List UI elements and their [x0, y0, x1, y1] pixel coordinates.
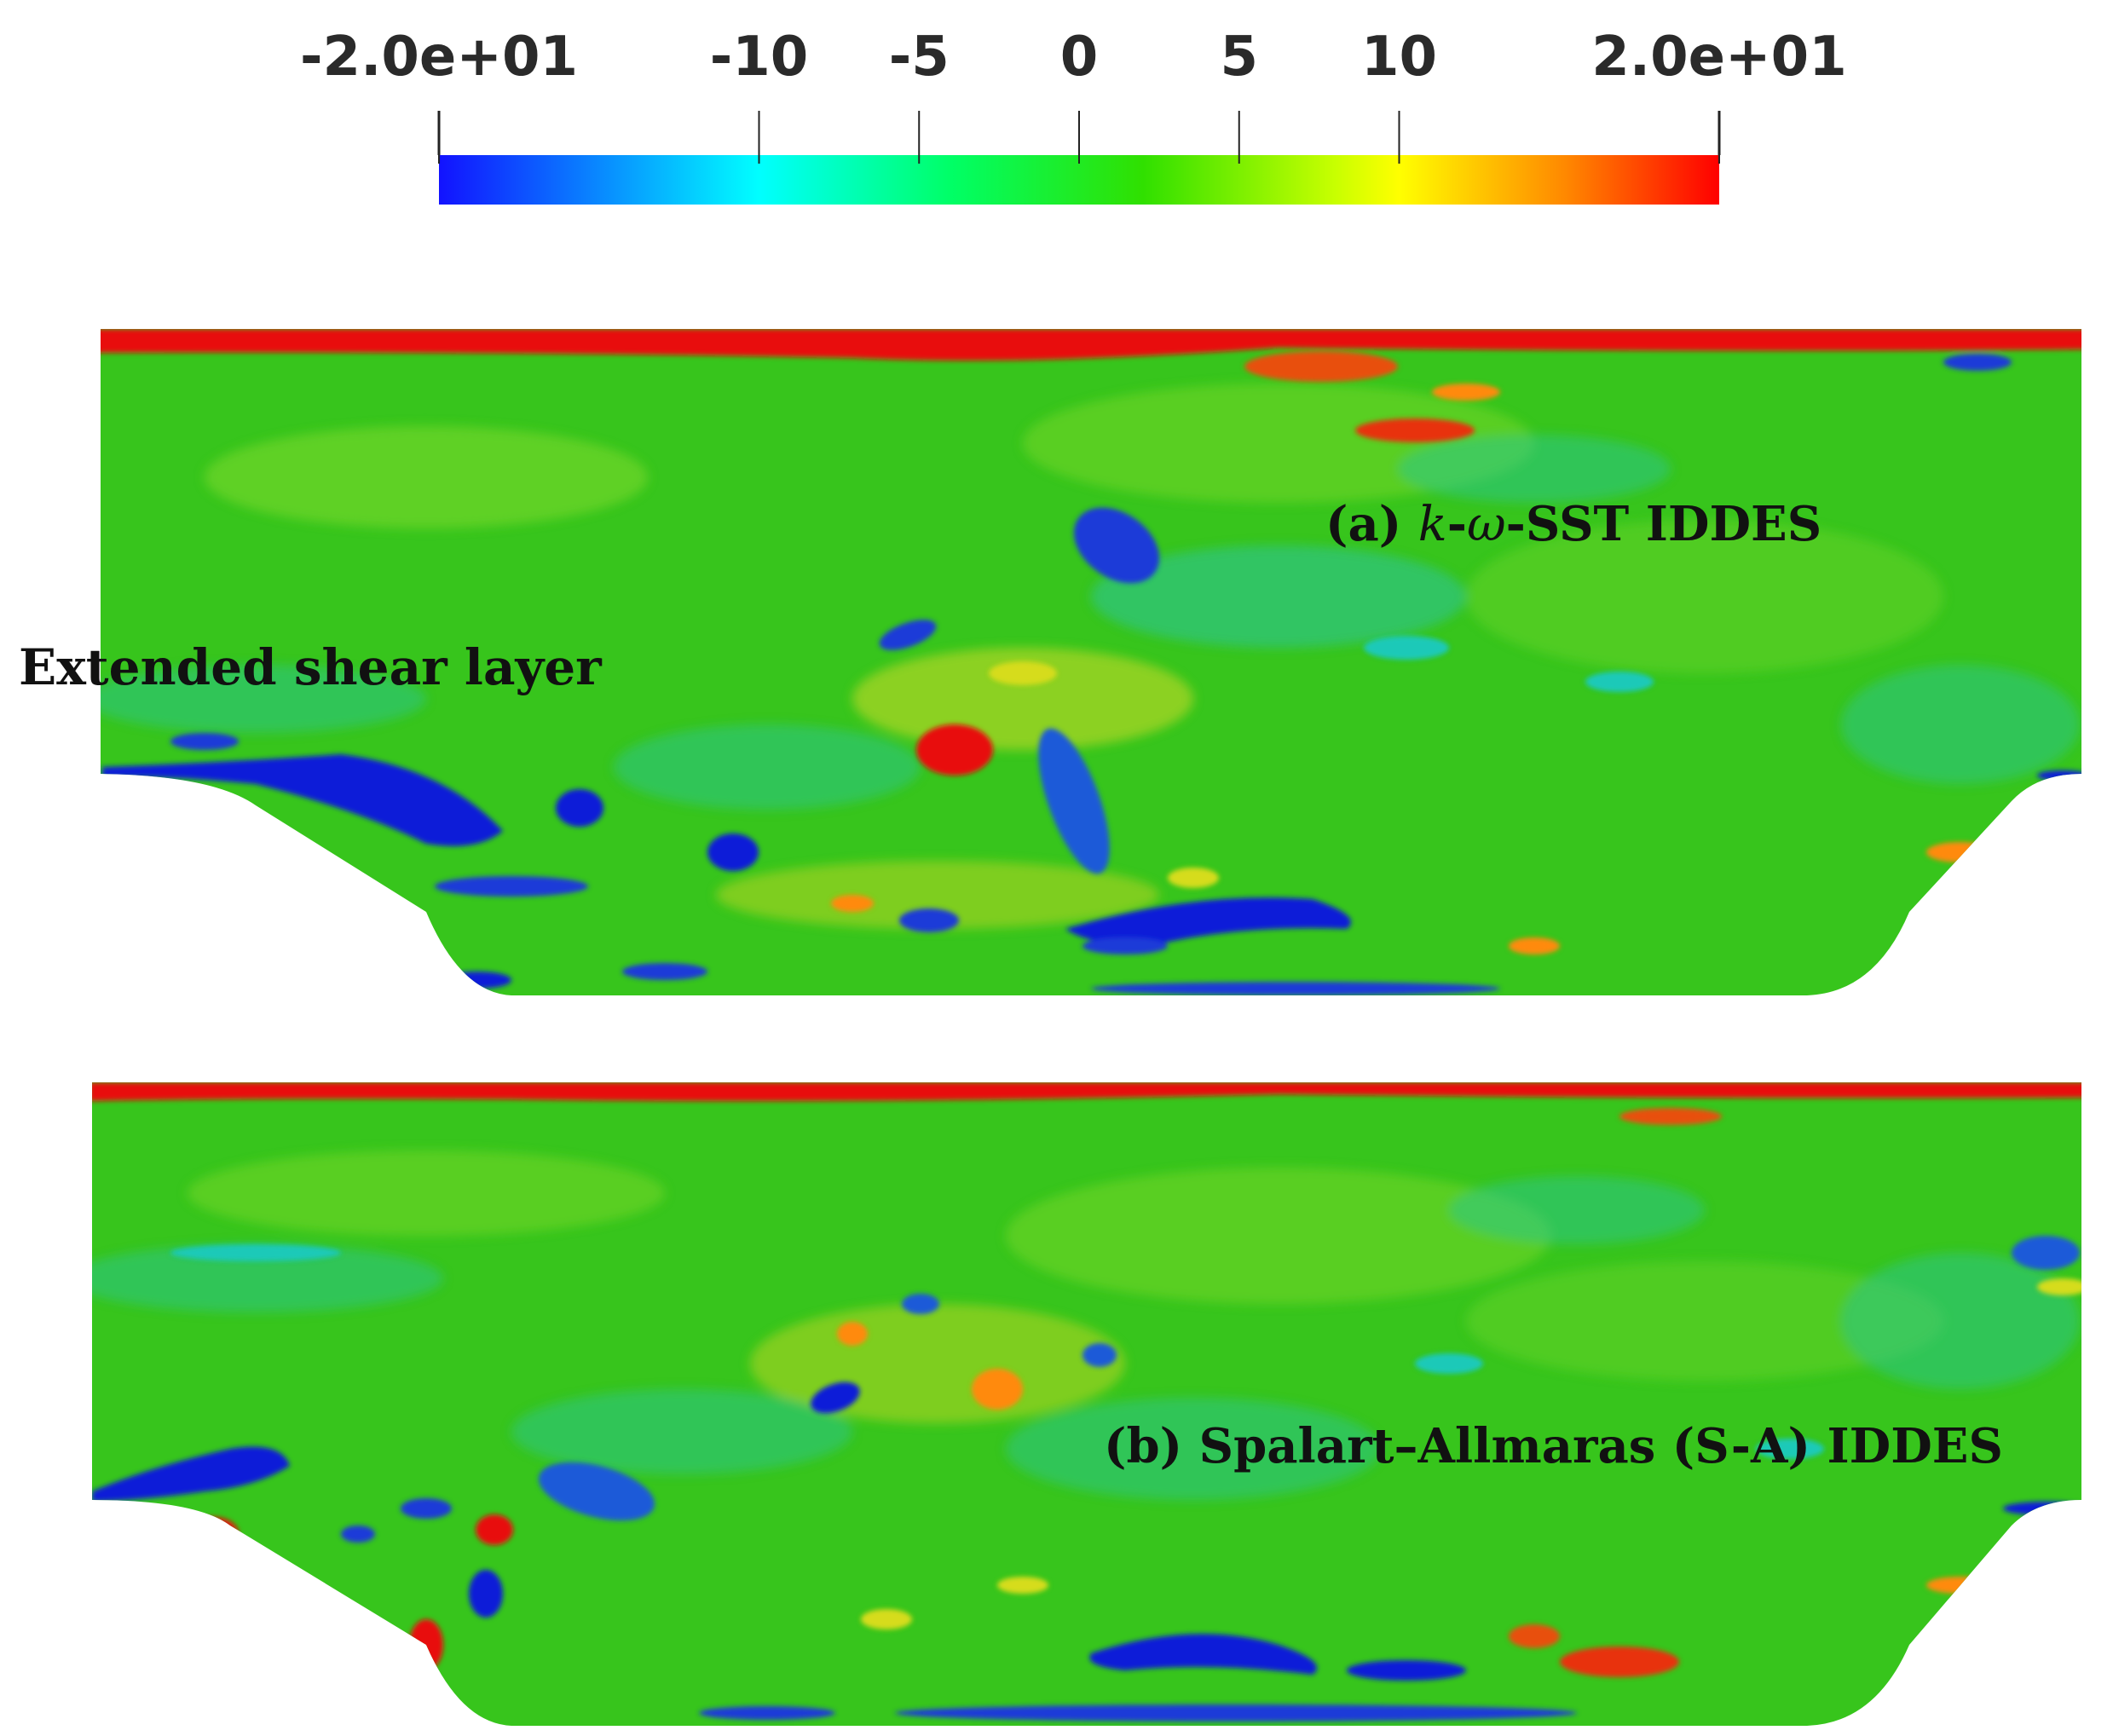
- colorbar-tick-label: 2.0e+01: [1591, 26, 1846, 89]
- panel-a-label-omega: ω: [1467, 497, 1506, 552]
- colorbar-tick-label: 5: [1220, 26, 1258, 89]
- colorbar-tick-label: 10: [1361, 26, 1437, 89]
- panel-a-label-suffix: -SST IDDES: [1506, 496, 1822, 552]
- panel-a-label: (a) k-ω-SST IDDES: [1325, 496, 1821, 552]
- panel-a-label-dash: -: [1447, 496, 1467, 552]
- panel-a-label-prefix: (a): [1325, 496, 1418, 552]
- colorbar: -2.0e+01 -10 -5 0 5 10 2.0e+01: [300, 26, 1847, 205]
- colorbar-tick-label: 0: [1060, 26, 1099, 89]
- panel-a-label-k: k: [1418, 497, 1447, 552]
- panel-b-label: (b) Spalart–Allmaras (S-A) IDDES: [1104, 1418, 2003, 1474]
- colorbar-tick-label: -2.0e+01: [300, 26, 578, 89]
- panel-a: (a) k-ω-SST IDDES Extended shear layer: [19, 329, 2081, 995]
- panel-b-field: [92, 1082, 2081, 1726]
- panel-a-field: [101, 329, 2081, 995]
- colorbar-tick-label: -10: [710, 26, 809, 89]
- colorbar-tick-label: -5: [889, 26, 950, 89]
- colorbar-ticks: -2.0e+01 -10 -5 0 5 10 2.0e+01: [300, 26, 1847, 164]
- extended-shear-layer-label: Extended shear layer: [19, 638, 603, 696]
- panel-b: (b) Spalart–Allmaras (S-A) IDDES: [92, 1082, 2081, 1726]
